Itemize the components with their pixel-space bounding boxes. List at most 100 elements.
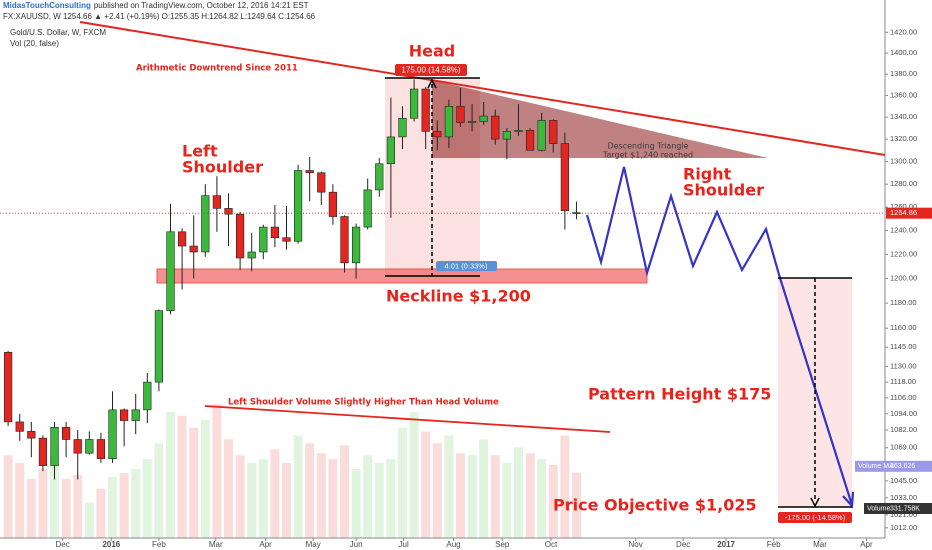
y-tick-label: 1069.00: [890, 443, 917, 452]
downtrend-line: [79, 21, 886, 156]
candle-body: [120, 409, 129, 421]
candle-body: [143, 381, 152, 411]
volume-bar: [166, 411, 176, 538]
price-tag-label: 1254.86: [890, 208, 917, 217]
y-tick-label: 1260.00: [890, 202, 917, 211]
published: published on TradingView.com, October 12…: [94, 1, 309, 10]
candle-body: [201, 195, 210, 253]
objective-measure-box: [778, 512, 852, 523]
head-measure-label: 175.00 (14.58%): [401, 66, 460, 75]
volume-bar: [490, 455, 500, 538]
y-tick-label: 1106.00: [890, 393, 917, 402]
x-tick-label: Jul: [399, 540, 409, 549]
x-tick-label: Aug: [446, 540, 460, 549]
candle-body: [270, 226, 279, 238]
candle-body: [398, 117, 407, 138]
objective-measure-label: -175.00 (-14.58%): [785, 513, 846, 522]
volume-bar: [131, 469, 141, 538]
volume-bar: [96, 488, 106, 538]
volume-bar: [537, 459, 547, 538]
candle-body: [247, 251, 256, 259]
candle-body: [491, 115, 500, 140]
triangle-label: Target $1,240 reached: [602, 151, 693, 160]
volume-bar: [421, 431, 431, 538]
candle-body: [293, 170, 303, 242]
symbol: Gold/U.S. Dollar, W, FXCM: [10, 28, 106, 37]
objective-label: Price Objective $1,025: [553, 496, 757, 515]
volume-bar: [305, 443, 315, 538]
volume-bar: [432, 443, 442, 538]
x-tick-label: Feb: [767, 540, 781, 549]
volume-bar: [560, 435, 570, 538]
candle-body: [235, 213, 245, 259]
candle-body: [305, 170, 314, 174]
volume-bar: [455, 453, 465, 538]
y-tick-label: 1220.00: [890, 249, 917, 258]
volume-bar: [479, 439, 489, 538]
candle-body: [108, 409, 117, 459]
volume-bar: [444, 435, 454, 538]
x-tick-label: Feb: [152, 540, 166, 549]
volume-bar: [73, 474, 83, 538]
volume-ma-value: 363.626: [890, 463, 915, 470]
y-tick-label: 1380.00: [890, 69, 917, 78]
candle-body: [514, 130, 523, 132]
volume-bar: [548, 465, 558, 538]
volume-bar: [26, 478, 36, 538]
volume-bar: [3, 455, 13, 538]
x-tick-label: 2016: [102, 540, 120, 549]
descending-triangle: [432, 80, 768, 158]
volume-bar: [386, 459, 396, 538]
candle-body: [525, 130, 535, 151]
volume-bar: [108, 476, 118, 538]
x-tick-label: Dec: [676, 540, 690, 549]
volume-bar: [177, 415, 187, 538]
price-tag-box: [886, 207, 932, 219]
volume-bar: [328, 459, 338, 538]
study: Vol (20, false): [10, 39, 59, 48]
volume-bar: [374, 463, 384, 538]
volume-bar: [270, 449, 280, 538]
volume-name: Volume: [867, 505, 890, 512]
left-shoulder-label: Shoulder: [182, 158, 263, 177]
volume-value: 331.758K: [890, 505, 920, 512]
objective-arrow: [810, 497, 820, 508]
candle-body: [433, 131, 442, 138]
x-tick-label: Apr: [860, 540, 873, 549]
candle-body: [96, 439, 106, 459]
candle-body: [259, 226, 268, 253]
y-tick-label: 1021.00: [890, 510, 917, 519]
y-tick-label: 1300.00: [890, 156, 917, 165]
pattern-height-label: Pattern Height $175: [588, 385, 771, 404]
y-tick-label: 1280.00: [890, 179, 917, 188]
y-tick-label: 1200.00: [890, 274, 917, 283]
y-tick-label: 1360.00: [890, 90, 917, 99]
x-tick-label: May: [306, 540, 321, 549]
candle-body: [73, 439, 82, 454]
y-tick-label: 1180.00: [890, 298, 917, 307]
volume-bar: [84, 502, 94, 538]
volume-bar: [61, 478, 71, 538]
volume-trend-line: [204, 405, 611, 433]
header-line: MidasTouchConsulting published on Trading…: [3, 1, 309, 10]
candle-body: [4, 352, 13, 423]
x-tick-label: Oct: [545, 540, 558, 549]
volume-bar: [571, 472, 581, 538]
candle-body: [154, 310, 164, 383]
y-tick-label: 1400.00: [890, 48, 917, 57]
candle-body: [166, 231, 175, 311]
projected-path: [585, 166, 854, 506]
volume-bar: [235, 455, 245, 538]
volume-bar: [247, 463, 257, 538]
neck-measure-box: [436, 261, 497, 271]
downtrend-label: Arithmetic Downtrend Since 2011: [136, 64, 298, 74]
candle-body: [479, 115, 488, 122]
y-tick-label: 1082.00: [890, 425, 917, 434]
y-tick-label: 1145.00: [890, 342, 917, 351]
candle-body: [224, 208, 233, 215]
volume-ma-tag: [855, 460, 932, 472]
publisher: MidasTouchConsulting: [3, 1, 91, 10]
x-tick-label: Nov: [629, 540, 643, 549]
x-tick-label: Mar: [813, 540, 827, 549]
candle-body: [421, 88, 430, 132]
